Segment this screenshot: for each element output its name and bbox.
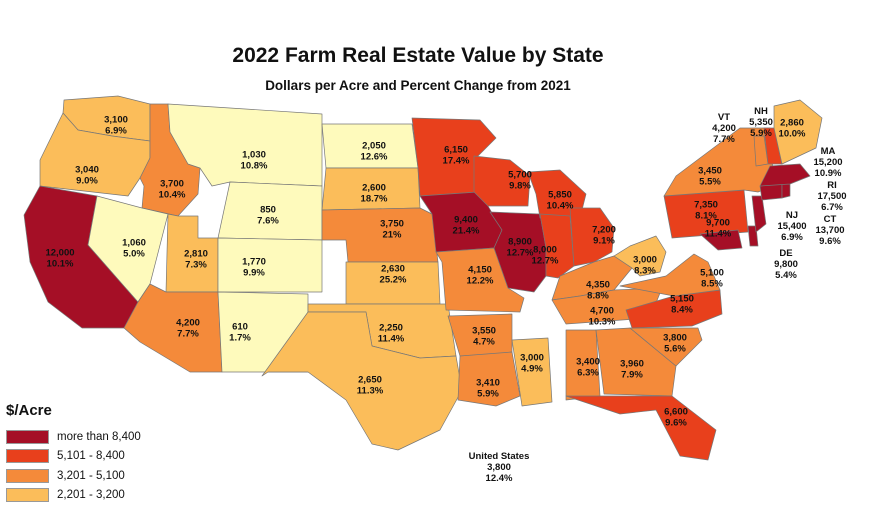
state-fl [566, 396, 716, 460]
legend-swatch [6, 488, 49, 502]
legend-item-tier3: 3,201 - 5,100 [6, 466, 141, 486]
legend-label: 2,201 - 3,200 [57, 489, 125, 501]
legend-label: more than 8,400 [57, 431, 141, 443]
legend: $/Acre more than 8,400 5,101 - 8,400 3,2… [6, 402, 141, 505]
us-label: United States [444, 451, 554, 462]
legend-title: $/Acre [6, 402, 141, 419]
legend-label: 5,101 - 8,400 [57, 450, 125, 462]
state-co [218, 238, 322, 292]
us-change: 12.4% [444, 473, 554, 484]
legend-item-tier2: 5,101 - 8,400 [6, 447, 141, 467]
legend-swatch [6, 449, 49, 463]
legend-item-tier4: 2,201 - 3,200 [6, 486, 141, 505]
legend-item-tier1: more than 8,400 [6, 427, 141, 447]
legend-swatch [6, 430, 49, 444]
legend-swatch [6, 469, 49, 483]
state-ne [322, 208, 438, 262]
us-value: 3,800 [444, 462, 554, 473]
legend-label: 3,201 - 5,100 [57, 470, 125, 482]
state-ct [760, 184, 782, 200]
united-states-total: United States 3,800 12.4% [444, 451, 554, 484]
state-ri [782, 184, 790, 198]
